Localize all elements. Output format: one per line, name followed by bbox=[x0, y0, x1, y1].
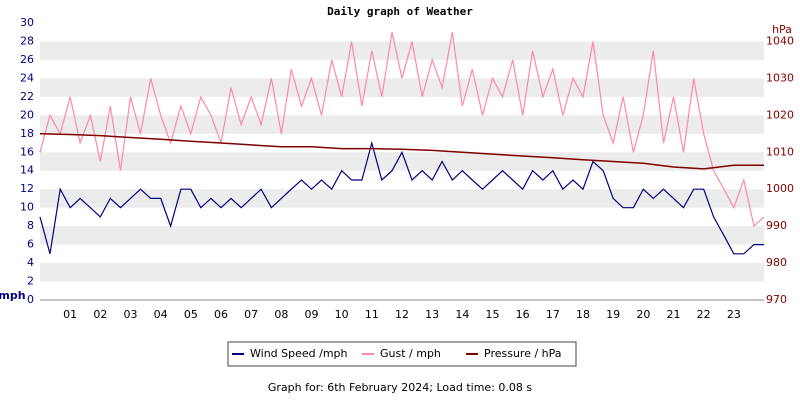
grid-band bbox=[40, 115, 764, 134]
x-tick-label: 11 bbox=[365, 308, 379, 321]
y-tick-label: 2 bbox=[27, 275, 34, 288]
series-line bbox=[39, 133, 764, 170]
x-tick-label: 19 bbox=[606, 308, 620, 321]
y2-tick-label: 1010 bbox=[766, 145, 794, 158]
y-tick-label: 6 bbox=[27, 238, 34, 251]
x-tick-label: 14 bbox=[455, 308, 469, 321]
y-tick-label: 16 bbox=[20, 145, 34, 158]
x-tick-label: 08 bbox=[274, 308, 288, 321]
x-tick-label: 05 bbox=[184, 308, 198, 321]
legend-label: Gust / mph bbox=[380, 347, 441, 360]
x-tick-label: 01 bbox=[63, 308, 77, 321]
y-tick-label: 22 bbox=[20, 90, 34, 103]
x-tick-label: 04 bbox=[154, 308, 168, 321]
y-tick-label: 12 bbox=[20, 182, 34, 195]
x-tick-label: 12 bbox=[395, 308, 409, 321]
y-tick-label: 24 bbox=[20, 71, 34, 84]
grid-band bbox=[40, 263, 764, 282]
y2-tick-label: 970 bbox=[766, 293, 787, 306]
y2-unit: hPa bbox=[772, 23, 792, 36]
y2-tick-label: 1040 bbox=[766, 34, 794, 47]
y-tick-label: 10 bbox=[20, 201, 34, 214]
bands bbox=[40, 41, 764, 282]
legend bbox=[227, 341, 577, 367]
x-tick-label: 17 bbox=[546, 308, 560, 321]
x-tick-label: 18 bbox=[576, 308, 590, 321]
x-tick-label: 21 bbox=[667, 308, 681, 321]
grid-band bbox=[40, 41, 764, 60]
footer: Graph for: 6th February 2024; Load time:… bbox=[268, 381, 533, 394]
x-tick-label: 13 bbox=[425, 308, 439, 321]
y-tick-label: 14 bbox=[20, 164, 34, 177]
x-tick-label: 10 bbox=[335, 308, 349, 321]
y-tick-label: 30 bbox=[20, 16, 34, 29]
y2-tick-label: 990 bbox=[766, 219, 787, 232]
y2-tick-label: 1020 bbox=[766, 108, 794, 121]
y-unit: mph bbox=[0, 289, 26, 302]
y-tick-label: 0 bbox=[27, 293, 34, 306]
x-tick-label: 09 bbox=[305, 308, 319, 321]
grid-band bbox=[40, 189, 764, 208]
x-tick-label: 20 bbox=[636, 308, 650, 321]
x-tick-label: 07 bbox=[244, 308, 258, 321]
y-tick-label: 28 bbox=[20, 34, 34, 47]
x-tick-label: 06 bbox=[214, 308, 228, 321]
y-tick-label: 8 bbox=[27, 219, 34, 232]
y-tick-label: 20 bbox=[20, 108, 34, 121]
y-tick-label: 4 bbox=[27, 256, 34, 269]
x-tick-label: 23 bbox=[727, 308, 741, 321]
y-tick-label: 26 bbox=[20, 53, 34, 66]
x-tick-label: 15 bbox=[486, 308, 500, 321]
series-line bbox=[39, 32, 765, 228]
x-tick-label: 16 bbox=[516, 308, 530, 321]
x-tick-label: 22 bbox=[697, 308, 711, 321]
grid-band bbox=[40, 152, 764, 171]
x-tick-label: 03 bbox=[124, 308, 138, 321]
legend-label: Pressure / hPa bbox=[484, 347, 562, 360]
x-tick-label: 02 bbox=[93, 308, 107, 321]
grid-band bbox=[40, 78, 764, 97]
series-line bbox=[39, 140, 764, 255]
y-tick-label: 18 bbox=[20, 127, 34, 140]
y2-tick-label: 980 bbox=[766, 256, 787, 269]
chart-title: Daily graph of Weather bbox=[327, 5, 473, 18]
grid-band bbox=[40, 226, 764, 245]
y2-tick-label: 1000 bbox=[766, 182, 794, 195]
legend-label: Wind Speed /mph bbox=[250, 347, 348, 360]
y2-tick-label: 1030 bbox=[766, 71, 794, 84]
